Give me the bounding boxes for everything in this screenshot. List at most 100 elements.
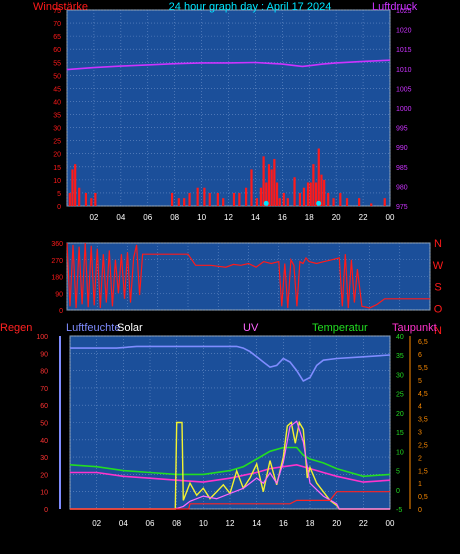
uv-tick: 0 — [418, 507, 422, 514]
wind-gust-markers — [263, 200, 322, 206]
time-tick: 12 — [226, 519, 235, 528]
wind-speed-tick: 25 — [53, 139, 61, 146]
rain-tick: 60 — [40, 403, 48, 410]
humidity-label: Luftfeuchte — [66, 322, 120, 334]
pressure-line — [66, 59, 391, 71]
compass-label: W — [433, 260, 444, 272]
time-tick: 18 — [306, 519, 315, 528]
compass-label: N — [434, 325, 442, 337]
wind-direction-ticks: 0 90 180 270 360 — [51, 241, 63, 315]
time-tick: 00 — [386, 519, 395, 528]
temperature-tick: 15 — [396, 430, 404, 437]
wind-speed-bar — [317, 148, 320, 206]
rain-tick: 10 — [40, 490, 48, 497]
time-tick: 20 — [332, 213, 341, 222]
wind-speed-bar — [222, 198, 225, 206]
wind-direction-tick: 360 — [51, 241, 63, 248]
wind-speed-bar — [259, 187, 262, 206]
uv-label: UV — [243, 322, 259, 334]
wind-speed-bar — [314, 182, 318, 206]
uv-ticks: 0 0,5 1 1,5 2 2,5 3 3,5 4 4,5 5 5,5 6 6,5 — [418, 339, 428, 514]
wind-speed-bar — [267, 164, 271, 206]
time-tick: 22 — [359, 519, 368, 528]
gust-marker — [263, 200, 269, 206]
compass-label: N — [434, 238, 442, 250]
wind-speed-bar — [323, 179, 326, 206]
rain-tick: 100 — [36, 334, 48, 341]
wind-speed-bars — [68, 148, 386, 206]
wind-direction-tick: 270 — [51, 258, 63, 265]
wind-speed-bar — [320, 174, 323, 206]
wind-speed-bar — [188, 192, 191, 206]
wind-speed-bar — [270, 169, 273, 206]
wind-speed-axis-label: Windstärke — [33, 1, 88, 13]
rain-tick: 0 — [44, 507, 48, 514]
wind-speed-tick: 75 — [53, 8, 61, 15]
wind-speed-bar — [265, 182, 268, 206]
temperature-tick: 10 — [396, 449, 404, 456]
wind-speed-bar — [255, 198, 258, 206]
uv-tick: 4 — [418, 404, 422, 411]
wind-speed-bar — [262, 156, 265, 206]
temperature-ticks: -5 0 5 10 15 20 25 30 35 40 — [396, 334, 404, 514]
wind-speed-bar — [183, 198, 186, 206]
wind-speed-tick: 15 — [53, 165, 61, 172]
wind-speed-bar — [345, 198, 349, 206]
wind-speed-tick: 70 — [53, 21, 61, 28]
pressure-tick: 980 — [396, 184, 408, 191]
wind-speed-tick: 45 — [53, 86, 61, 93]
wind-speed-tick: 30 — [53, 126, 61, 133]
uv-tick: 6 — [418, 352, 422, 359]
time-tick: 16 — [278, 213, 287, 222]
uv-tick: 4,5 — [418, 391, 428, 398]
temperature-tick: -5 — [396, 507, 402, 514]
series-line-uv — [70, 420, 390, 510]
dewpoint-label: Taupunkt — [392, 322, 437, 334]
pressure-tick: 1025 — [396, 8, 412, 15]
wind-direction-tick: 90 — [55, 291, 63, 298]
wind-speed-bar — [278, 198, 281, 206]
chart-title: 24 hour graph day : April 17 2024 — [169, 1, 332, 13]
rain-tick: 50 — [40, 421, 48, 428]
temperature-tick: 20 — [396, 411, 404, 418]
time-tick: 08 — [172, 519, 181, 528]
wind-speed-bar — [250, 169, 253, 206]
wind-speed-tick: 40 — [53, 99, 61, 106]
uv-tick: 6,5 — [418, 339, 428, 346]
climate-lines — [69, 345, 391, 510]
wind-speed-bar — [208, 192, 211, 206]
time-tick: 06 — [143, 213, 152, 222]
compass-label: S — [434, 282, 441, 294]
pressure-tick: 1010 — [396, 67, 412, 74]
wind-speed-bar — [275, 182, 279, 206]
wind-speed-bar — [177, 198, 180, 206]
pressure-ticks: 975 980 985 990 995 1000 1005 1010 1015 1020 1025 — [396, 8, 412, 211]
wind-speed-bar — [203, 187, 206, 206]
wind-speed-bar — [358, 198, 361, 206]
wind-speed-bar — [196, 187, 199, 206]
wind-speed-bar — [370, 203, 373, 206]
uv-tick: 1 — [418, 481, 422, 488]
uv-tick: 1,5 — [418, 468, 428, 475]
wind-speed-tick: 0 — [57, 204, 61, 211]
temperature-tick: 40 — [396, 334, 404, 341]
wind-speed-tick: 5 — [57, 191, 61, 198]
wind-speed-bar — [298, 192, 302, 206]
solar-label: Solar — [117, 322, 143, 334]
wind-speed-tick: 35 — [53, 113, 61, 120]
rain-tick: 40 — [40, 438, 48, 445]
temperature-label: Temperatur — [312, 322, 368, 334]
series-line-solar — [70, 420, 390, 510]
temperature-tick: 25 — [396, 392, 404, 399]
series-line-luftfeuchte — [70, 345, 391, 383]
rain-tick: 90 — [40, 351, 48, 358]
pressure-tick: 1000 — [396, 106, 412, 113]
compass-label: O — [434, 303, 443, 315]
wind-speed-bar — [293, 177, 296, 206]
temperature-tick: 35 — [396, 353, 404, 360]
wind-speed-bar — [216, 192, 219, 206]
pressure-tick: 1015 — [396, 47, 412, 54]
uv-tick: 5 — [418, 378, 422, 385]
